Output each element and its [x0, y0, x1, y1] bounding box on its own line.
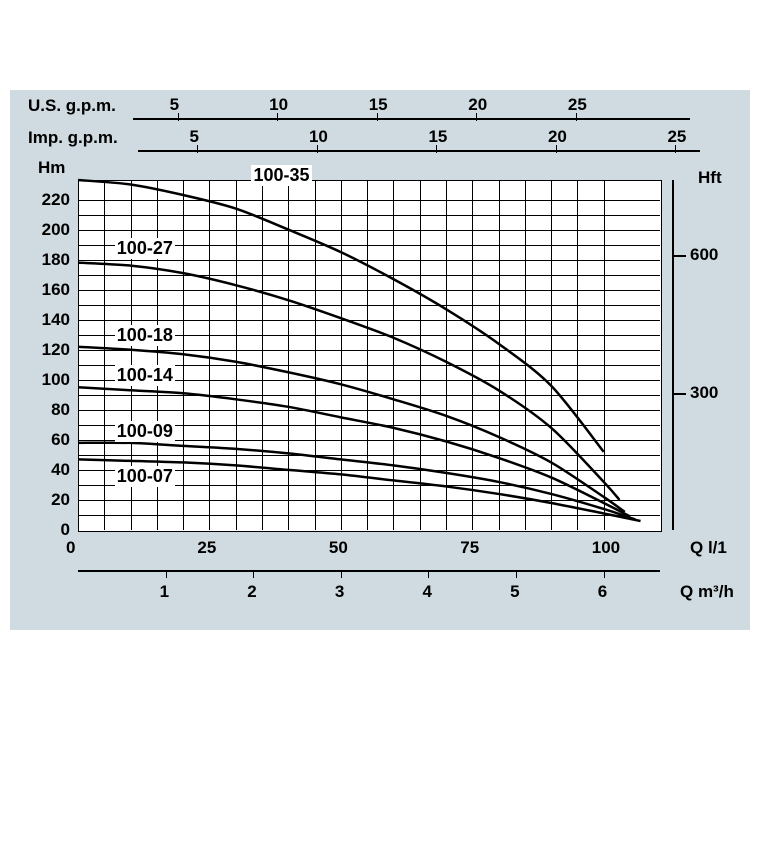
series-label-100-14: 100-14 — [115, 365, 175, 386]
series-100-35 — [78, 180, 604, 452]
pump-performance-chart: Hm020406080100120140160180200220Hft30060… — [10, 90, 750, 630]
series-label-100-07: 100-07 — [115, 466, 175, 487]
series-100-14 — [78, 387, 630, 516]
series-label-100-35: 100-35 — [251, 165, 311, 186]
curves-layer — [10, 90, 750, 630]
series-label-100-18: 100-18 — [115, 325, 175, 346]
series-label-100-09: 100-09 — [115, 421, 175, 442]
series-label-100-27: 100-27 — [115, 238, 175, 259]
